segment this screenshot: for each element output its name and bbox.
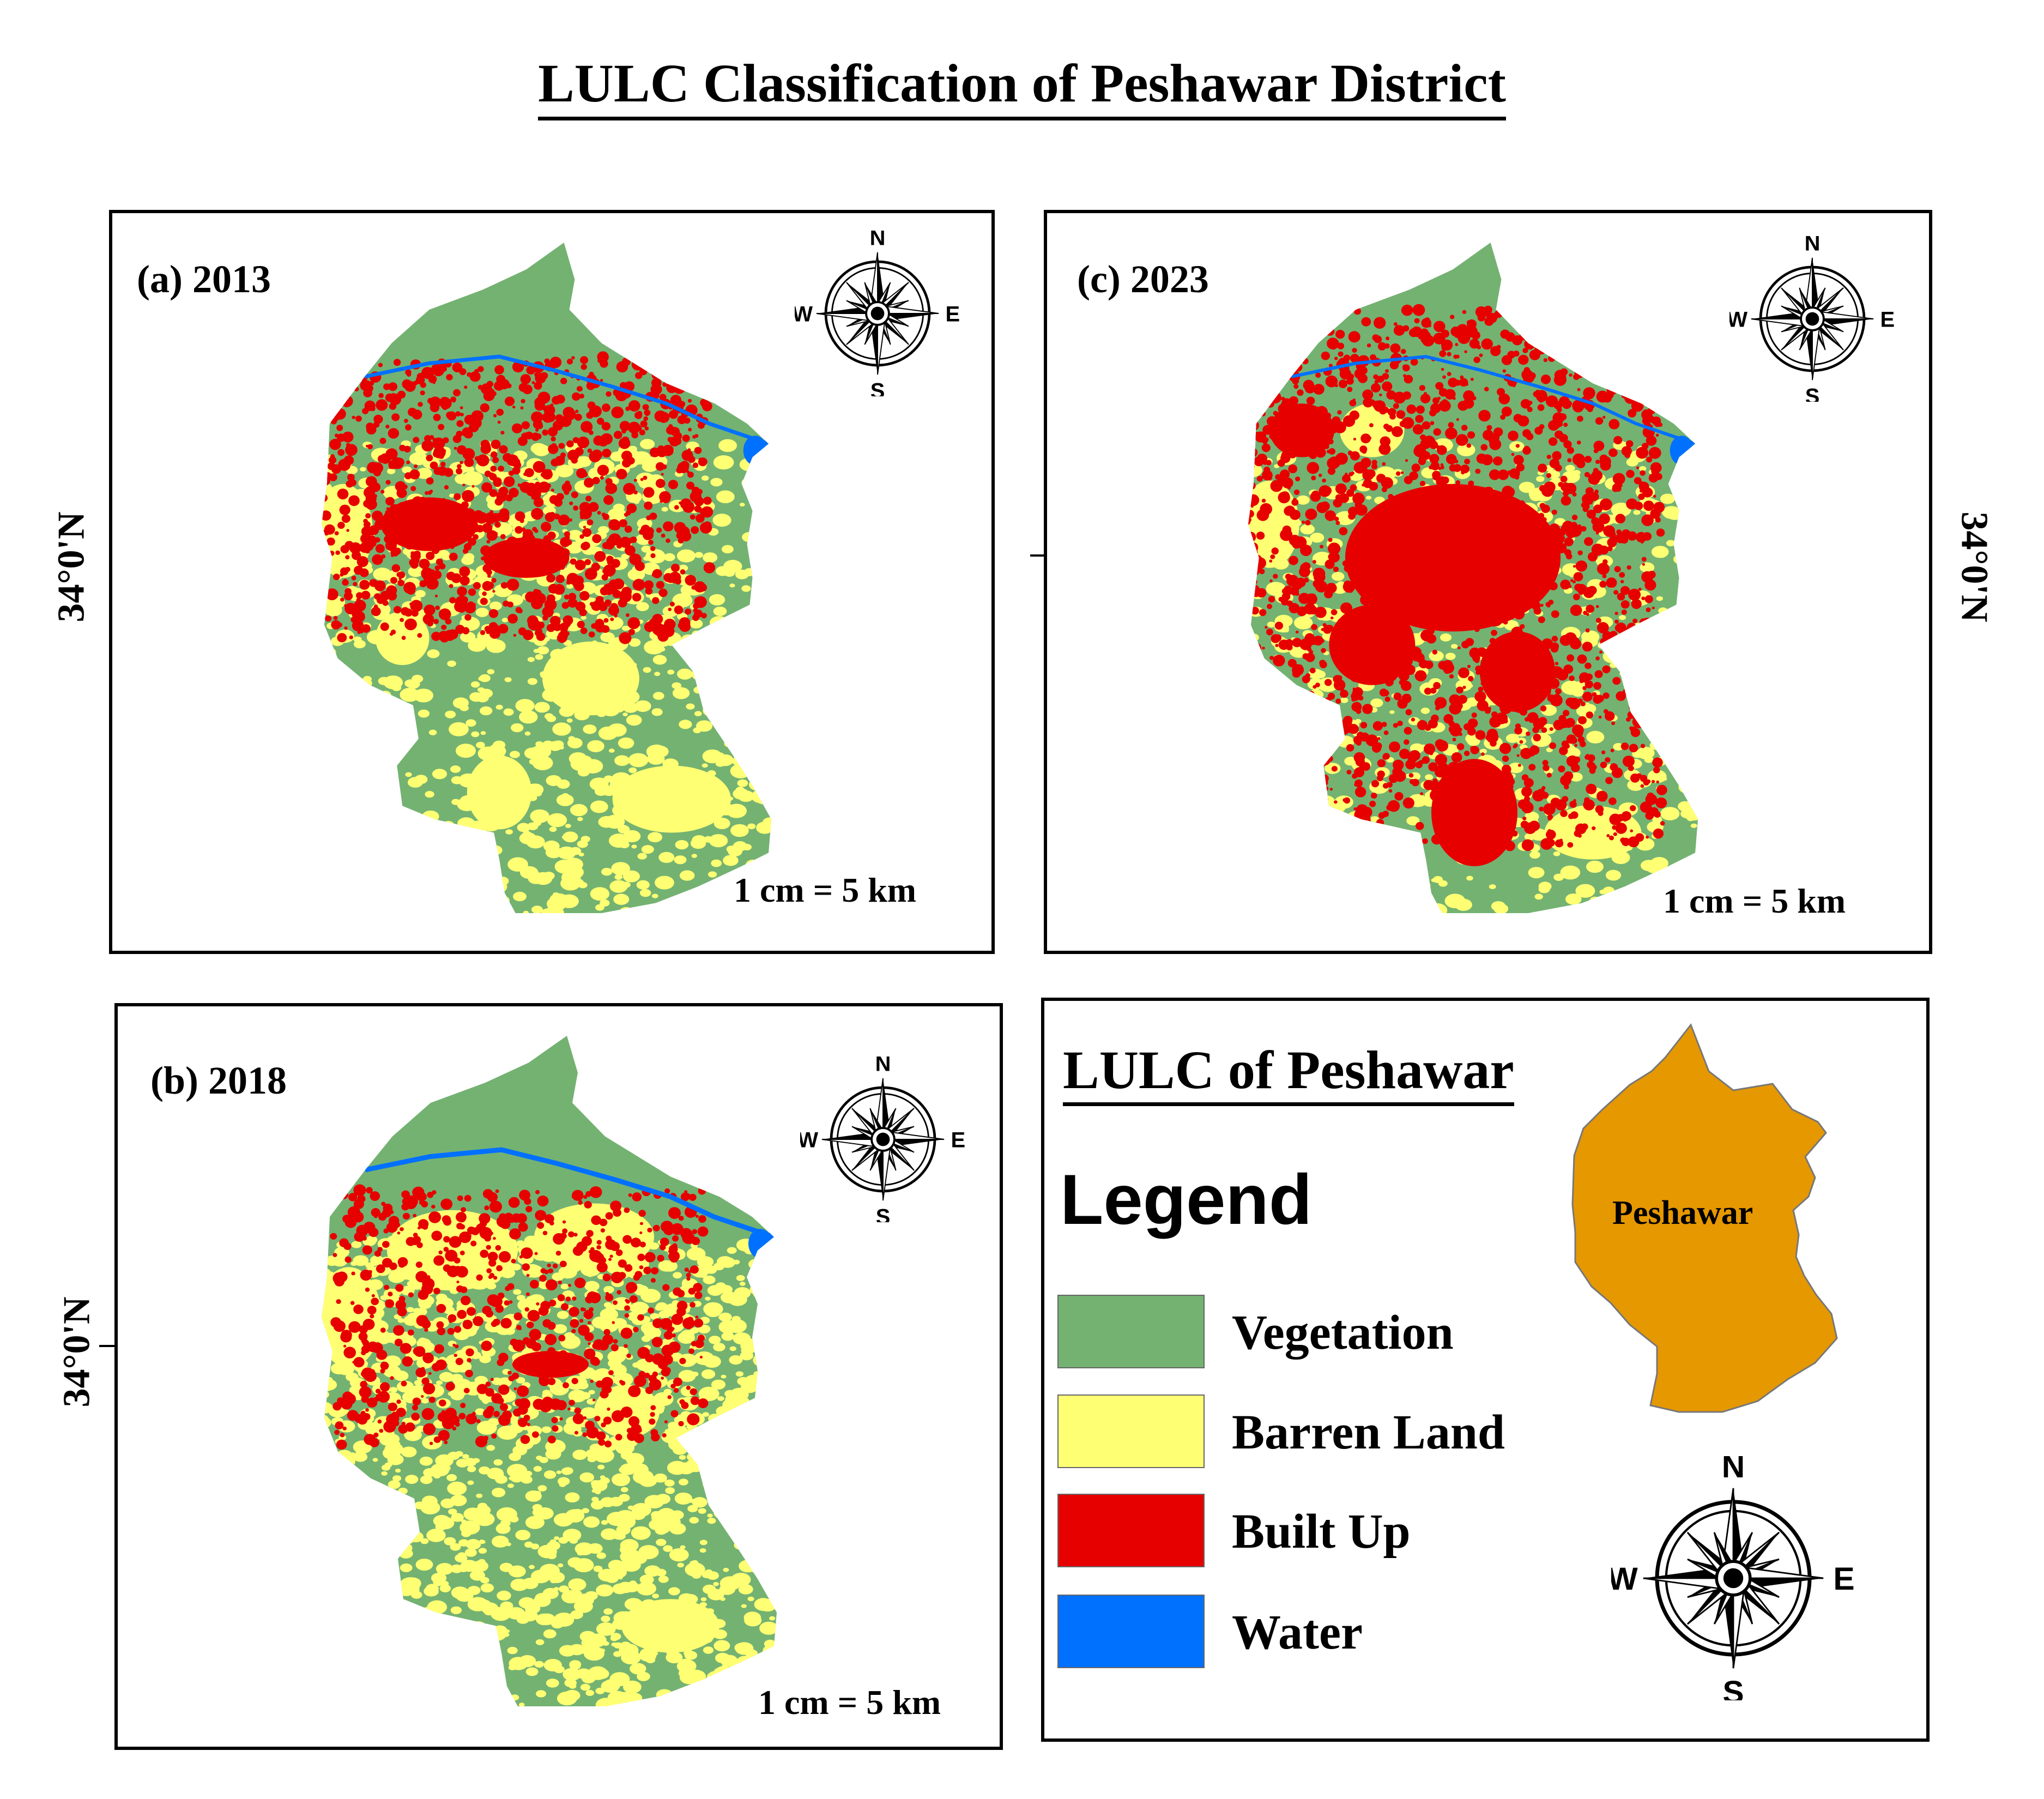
compass-letter-north: N: [875, 1057, 891, 1076]
compass-letter-south: S: [876, 1205, 891, 1222]
latitude-label-2013: 34°0'N: [50, 511, 93, 623]
compass-letter-east: E: [945, 302, 960, 326]
reservoir: [1670, 436, 1694, 466]
compass-letter-west: W: [1729, 307, 1747, 331]
figure-title: LULC Classification of Peshawar District: [0, 52, 2044, 120]
scale-text-2023: 1 cm = 5 km: [1663, 882, 1846, 920]
lulc-map-2018: [322, 1036, 777, 1706]
panel-label-2023: (c) 2023: [1077, 257, 1209, 301]
compass-letter-west: W: [1611, 1561, 1638, 1597]
legend-heading: Legend: [1060, 1160, 1313, 1239]
compass-letter-south: S: [870, 379, 885, 396]
river: [1291, 355, 1696, 445]
inset-district-label: Peshawar: [1612, 1194, 1753, 1231]
compass-letter-north: N: [1805, 236, 1821, 256]
legend-title: LULC of Peshawar: [1063, 1039, 1514, 1106]
panel-label-2013: (a) 2013: [137, 257, 271, 301]
river: [364, 354, 770, 446]
compass-letter-south: S: [1722, 1675, 1744, 1700]
lulc-map-2013: [322, 243, 772, 913]
latitude-label-2023: 34°0'N: [1953, 511, 1995, 623]
inset-district-shape: [1571, 1023, 1838, 1413]
compass-rose-legend: N S E W: [1611, 1456, 1855, 1700]
river: [365, 1147, 775, 1240]
compass-letter-west: W: [795, 302, 813, 326]
scale-text-2013: 1 cm = 5 km: [734, 871, 917, 909]
compass-rose-2018: N S E W: [800, 1057, 965, 1222]
legend-swatch-vegetation: [1057, 1295, 1205, 1368]
compass-rose-2013: N S E W: [795, 231, 960, 396]
compass-letter-west: W: [800, 1128, 818, 1152]
latitude-label-2018: 34°0'N: [56, 1296, 98, 1408]
legend-label-barren-land: Barren Land: [1232, 1405, 1505, 1459]
compass-letter-south: S: [1805, 384, 1820, 402]
scale-text-2018: 1 cm = 5 km: [758, 1683, 941, 1722]
compass-letter-east: E: [951, 1128, 965, 1152]
legend-swatch-water: [1057, 1595, 1205, 1668]
legend-label-water: Water: [1232, 1605, 1363, 1659]
legend-label-vegetation: Vegetation: [1232, 1306, 1454, 1360]
latitude-tick-2018: [99, 1345, 114, 1347]
inset-district-map: [1571, 1023, 1838, 1413]
reservoir: [743, 436, 767, 466]
legend-swatch-built-up: [1057, 1494, 1205, 1567]
latitude-tick-2023: [1030, 554, 1044, 557]
lulc-map-2023: [1248, 243, 1698, 913]
compass-letter-east: E: [1833, 1561, 1854, 1597]
legend-swatch-barren-land: [1057, 1394, 1205, 1468]
compass-letter-north: N: [870, 231, 886, 250]
panel-label-2018: (b) 2018: [150, 1059, 287, 1102]
reservoir: [748, 1229, 772, 1259]
legend-label-built-up: Built Up: [1232, 1505, 1411, 1559]
compass-letter-north: N: [1722, 1456, 1745, 1484]
compass-letter-east: E: [1880, 307, 1895, 331]
compass-rose-2023: N S E W: [1729, 236, 1895, 402]
